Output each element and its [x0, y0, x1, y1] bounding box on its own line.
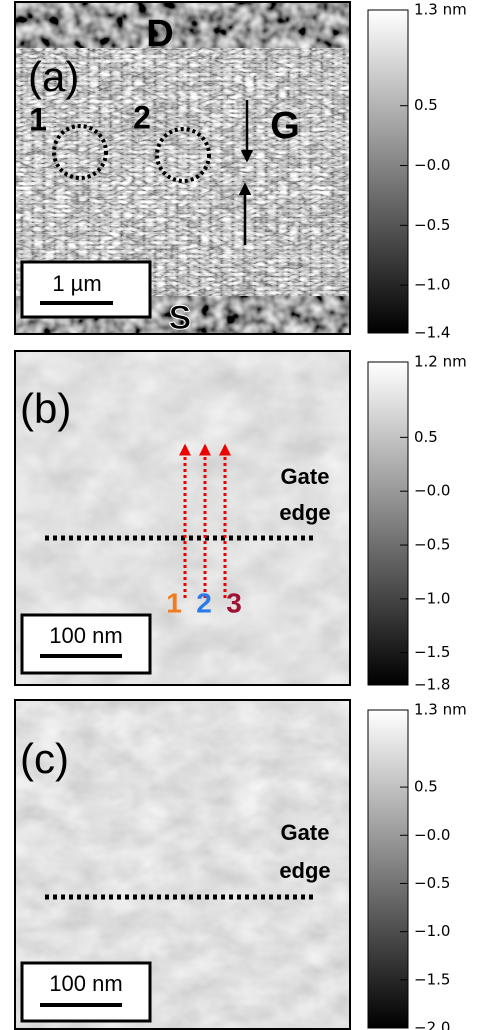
- panel-b: (b) Gate edge 1 2 3 100 nm: [15, 351, 350, 685]
- panel-label: (b): [20, 385, 71, 432]
- site-label: 2: [133, 99, 151, 135]
- panel-label: (c): [20, 735, 69, 782]
- colorbar-tick-label: −1.8: [414, 676, 450, 694]
- colorbar: [368, 362, 408, 685]
- panel-c: (c) Gate edge 100 nm: [15, 700, 350, 1030]
- colorbar-tick-label: −2.0: [414, 1019, 450, 1030]
- colorbar-tick-label: −1.0: [414, 922, 450, 940]
- colorbar-tick-label: 1.3 nm: [414, 701, 467, 719]
- panel-a: D (a) 1 2 G S 1 µm: [15, 2, 350, 337]
- gate-edge-label: Gate: [281, 464, 330, 489]
- panel-label: (a): [28, 53, 79, 100]
- site-label: 1: [29, 101, 47, 137]
- colorbar-tick-label: 1.2 nm: [414, 353, 467, 371]
- colorbar-tick-label: 0.5: [414, 96, 438, 114]
- colorbar-tick-label: 1.3 nm: [414, 1, 467, 19]
- drain-label: D: [146, 13, 173, 55]
- source-label: S: [169, 299, 192, 337]
- colorbar-tick-label: −0.0: [414, 156, 450, 174]
- gate-edge-label: edge: [279, 500, 330, 525]
- colorbar-tick-label: −1.0: [414, 276, 450, 294]
- colorbar: [368, 10, 408, 333]
- scale-label: 100 nm: [49, 971, 122, 996]
- colorbar-tick-label: −0.0: [414, 826, 450, 844]
- colorbar-tick-label: −0.5: [414, 874, 450, 892]
- colorbar-tick-label: 0.5: [414, 778, 438, 796]
- colorbar-tick-label: −1.0: [414, 589, 450, 607]
- gate-edge-label: Gate: [281, 820, 330, 845]
- colorbar-tick-label: −0.0: [414, 482, 450, 500]
- figure: D (a) 1 2 G S 1 µm (b) Gate edge 1 2 3 1…: [0, 0, 500, 1030]
- colorbar-tick-label: −1.4: [414, 324, 450, 342]
- colorbar-tick-label: −0.5: [414, 216, 450, 234]
- scale-label: 1 µm: [52, 271, 101, 296]
- scale-label: 100 nm: [49, 623, 122, 648]
- colorbar-tick-label: −0.5: [414, 536, 450, 554]
- drain-region: [15, 2, 350, 48]
- gate-label: G: [270, 105, 300, 147]
- profile-label: 1: [166, 587, 182, 618]
- colorbars: 1.3 nm 0.5 −0.0 −0.5 −1.0 −1.4 1.2 nm 0.5 −0.0 −0…: [368, 1, 467, 1030]
- colorbar-tick-label: 0.5: [414, 428, 438, 446]
- colorbar-tick-label: −1.5: [414, 970, 450, 988]
- profile-label: 3: [226, 587, 242, 618]
- profile-label: 2: [196, 587, 212, 618]
- colorbar-tick-label: −1.5: [414, 643, 450, 661]
- gate-edge-label: edge: [279, 858, 330, 883]
- page: D (a) 1 2 G S 1 µm (b) Gate edge 1 2 3 1…: [0, 0, 500, 1030]
